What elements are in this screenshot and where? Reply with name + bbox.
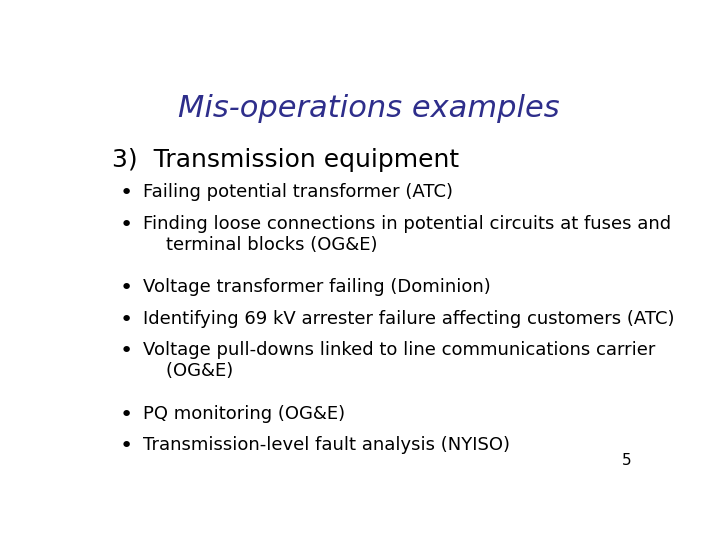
Text: 5: 5 xyxy=(621,453,631,468)
Text: Voltage pull-downs linked to line communications carrier
    (OG&E): Voltage pull-downs linked to line commun… xyxy=(143,341,655,380)
Text: Finding loose connections in potential circuits at fuses and
    terminal blocks: Finding loose connections in potential c… xyxy=(143,215,671,254)
Text: Identifying 69 kV arrester failure affecting customers (ATC): Identifying 69 kV arrester failure affec… xyxy=(143,310,675,328)
Text: •: • xyxy=(120,341,133,361)
Text: •: • xyxy=(120,215,133,235)
Text: •: • xyxy=(120,183,133,203)
Text: Transmission-level fault analysis (NYISO): Transmission-level fault analysis (NYISO… xyxy=(143,436,510,454)
Text: •: • xyxy=(120,278,133,298)
Text: PQ monitoring (OG&E): PQ monitoring (OG&E) xyxy=(143,404,345,422)
Text: Failing potential transformer (ATC): Failing potential transformer (ATC) xyxy=(143,183,453,201)
Text: •: • xyxy=(120,436,133,456)
Text: •: • xyxy=(120,404,133,424)
Text: Mis-operations examples: Mis-operations examples xyxy=(178,94,560,123)
Text: •: • xyxy=(120,310,133,330)
Text: Voltage transformer failing (Dominion): Voltage transformer failing (Dominion) xyxy=(143,278,491,296)
Text: 3)  Transmission equipment: 3) Transmission equipment xyxy=(112,148,459,172)
